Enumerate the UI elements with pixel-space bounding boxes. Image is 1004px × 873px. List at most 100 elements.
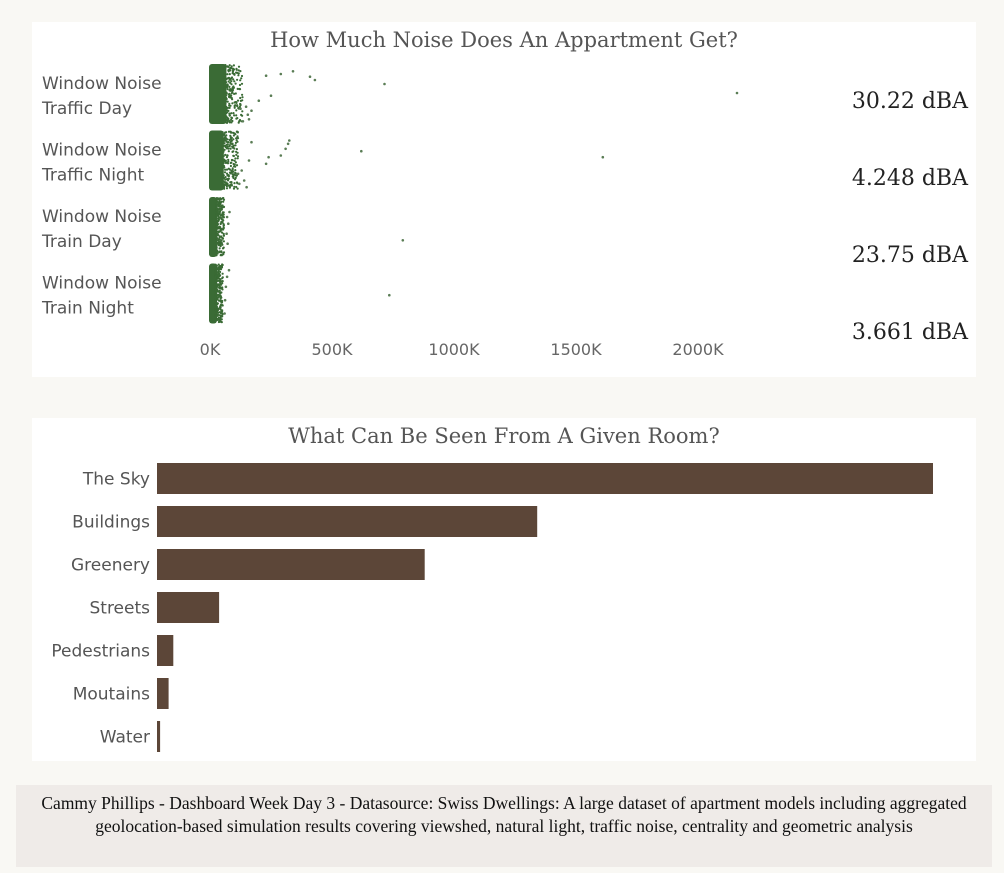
- noise-point: [223, 96, 226, 99]
- noise-point: [227, 147, 230, 150]
- noise-point: [236, 71, 239, 74]
- noise-outlier-point: [242, 179, 246, 182]
- noise-point: [236, 157, 239, 160]
- noise-point: [222, 240, 225, 243]
- noise-outlier-point: [383, 82, 386, 86]
- noise-outlier-point: [291, 70, 295, 73]
- noise-point: [228, 186, 231, 189]
- noise-point: [233, 106, 236, 109]
- noise-point: [232, 134, 235, 137]
- noise-point: [227, 76, 231, 80]
- noise-point: [230, 112, 233, 115]
- noise-outlier-point: [245, 185, 248, 189]
- noise-point: [222, 205, 226, 208]
- noise-point: [218, 236, 221, 239]
- noise-outlier-point: [313, 78, 317, 82]
- noise-point: [221, 220, 224, 223]
- noise-point: [218, 199, 221, 202]
- noise-point: [236, 87, 239, 90]
- noise-point: [230, 118, 233, 121]
- noise-point: [228, 95, 231, 98]
- noise-chart-panel: How Much Noise Does An Appartment Get? W…: [32, 22, 976, 377]
- noise-point: [227, 158, 230, 161]
- noise-point: [219, 270, 222, 274]
- noise-point: [223, 78, 226, 81]
- noise-point: [223, 72, 226, 75]
- noise-point: [232, 64, 235, 67]
- noise-point: [219, 230, 222, 233]
- noise-point: [225, 184, 228, 187]
- noise-point: [221, 134, 224, 137]
- noise-point: [218, 272, 221, 275]
- noise-point: [219, 295, 222, 298]
- noise-point: [222, 216, 225, 219]
- noise-point: [214, 293, 217, 296]
- noise-point: [221, 263, 224, 267]
- noise-point: [221, 299, 224, 303]
- noise-point: [221, 272, 224, 275]
- view-category-label: Moutains: [73, 685, 150, 705]
- noise-outlier-point: [228, 210, 231, 214]
- noise-point: [237, 69, 240, 72]
- noise-point: [215, 217, 218, 220]
- noise-point: [233, 73, 236, 76]
- noise-point: [230, 158, 233, 162]
- noise-point: [226, 106, 229, 109]
- noise-point: [226, 154, 229, 157]
- noise-point: [217, 205, 220, 208]
- noise-point: [231, 91, 234, 94]
- footer-credits: Cammy Phillips - Dashboard Week Day 3 - …: [16, 785, 992, 867]
- noise-point: [241, 110, 244, 113]
- noise-point: [215, 314, 218, 318]
- noise-point: [215, 239, 218, 242]
- noise-point: [236, 99, 240, 102]
- noise-value-label: 23.75 dBA: [852, 243, 969, 268]
- noise-point: [219, 227, 222, 230]
- noise-point: [217, 218, 220, 221]
- noise-point: [221, 315, 224, 318]
- noise-point: [234, 92, 237, 95]
- noise-row-label: Window Noise: [42, 274, 162, 294]
- noise-point: [223, 89, 226, 92]
- noise-point: [223, 133, 226, 136]
- noise-point: [215, 214, 218, 217]
- noise-outlier-point: [267, 155, 270, 159]
- noise-point: [229, 81, 232, 84]
- noise-row-label: Window Noise: [42, 141, 162, 161]
- noise-point: [225, 118, 228, 122]
- noise-point: [216, 267, 219, 270]
- noise-point: [218, 212, 221, 216]
- noise-point: [224, 153, 227, 156]
- noise-point: [233, 92, 236, 95]
- noise-point: [215, 254, 218, 257]
- noise-point: [221, 280, 224, 283]
- noise-point: [223, 116, 226, 119]
- view-category-label: Pedestrians: [51, 642, 150, 662]
- noise-scatter-chart: Window Noise Traffic Day 30.22 dBA Window N…: [41, 64, 969, 359]
- noise-point: [229, 77, 233, 80]
- noise-point: [221, 180, 224, 183]
- noise-point: [220, 321, 223, 324]
- noise-point: [235, 164, 239, 167]
- noise-point: [234, 176, 237, 179]
- noise-point: [221, 286, 224, 289]
- noise-point: [234, 101, 237, 104]
- noise-point: [224, 145, 227, 148]
- noise-outlier-point: [269, 94, 273, 97]
- view-bar: [157, 506, 538, 537]
- noise-point: [218, 306, 221, 309]
- noise-point: [225, 147, 228, 150]
- noise-outlier-point: [388, 293, 391, 297]
- noise-point: [220, 200, 223, 203]
- noise-point: [232, 112, 235, 115]
- noise-point: [238, 83, 242, 87]
- noise-point: [232, 86, 235, 90]
- noise-point: [226, 162, 230, 165]
- noise-point: [231, 150, 234, 153]
- noise-point: [221, 157, 224, 160]
- noise-row-label: Train Night: [41, 299, 134, 319]
- noise-point: [241, 93, 244, 96]
- noise-point: [234, 165, 237, 168]
- noise-outlier-point: [224, 285, 228, 289]
- noise-point: [225, 143, 228, 146]
